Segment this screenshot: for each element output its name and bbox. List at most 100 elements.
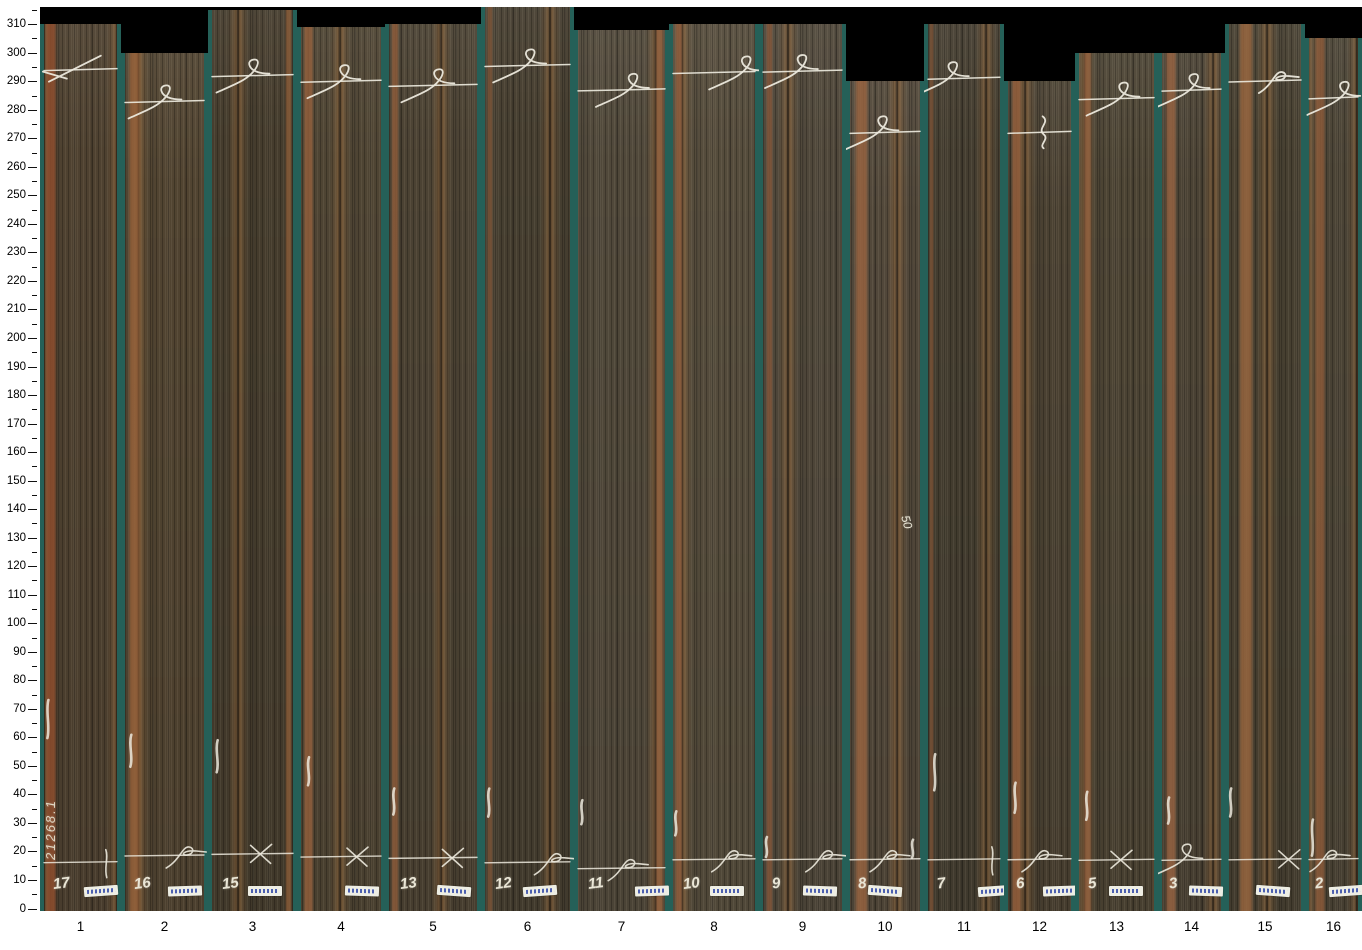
depth-tick-major [28, 851, 37, 853]
depth-tick-minor [32, 580, 37, 582]
depth-tick-major [28, 452, 37, 454]
wood-accent-band [654, 29, 664, 911]
core-photo [301, 27, 381, 911]
depth-tick-minor [32, 380, 37, 382]
depth-tick-major [28, 81, 37, 83]
core-lane-4 [297, 27, 385, 911]
depth-tick-major [28, 822, 37, 824]
depth-tick-label: 130 [6, 531, 26, 544]
wood-accent-band [486, 7, 493, 911]
core-lane-14: 3 [1158, 52, 1225, 911]
column-number-label: 8 [710, 919, 718, 934]
core-photo [850, 81, 920, 911]
handwritten-core-id: 21268.1 [43, 799, 58, 861]
depth-tick-label: 180 [6, 389, 26, 402]
depth-tick-major [28, 309, 37, 311]
depth-tick-major [28, 223, 37, 225]
core-lane-8: 10 [669, 24, 759, 911]
sample-label-sticker [168, 885, 203, 897]
wood-accent-band [1313, 38, 1326, 911]
handwritten-segment-number: 13 [398, 873, 418, 893]
depth-tick-minor [32, 238, 37, 240]
depth-tick-label: 120 [6, 560, 26, 573]
depth-tick-label: 290 [6, 75, 26, 88]
depth-tick-minor [32, 865, 37, 867]
depth-tick-major [28, 708, 37, 710]
column-number-label: 16 [1325, 919, 1342, 934]
depth-tick-major [28, 765, 37, 767]
depth-tick-minor [32, 323, 37, 325]
column-number-label: 15 [1257, 919, 1273, 934]
depth-tick-major [28, 195, 37, 197]
depth-tick-label: 50 [13, 759, 26, 772]
wood-accent-band [284, 9, 292, 911]
depth-tick-major [28, 794, 37, 796]
column-number-label: 11 [956, 919, 971, 934]
wood-accent-band [854, 81, 870, 911]
core-photo [212, 9, 293, 911]
depth-tick-major [28, 138, 37, 140]
core-photo [1229, 24, 1301, 911]
depth-tick-label: 300 [6, 46, 26, 59]
handwritten-segment-number: 15 [220, 873, 240, 893]
depth-tick-major [28, 52, 37, 54]
core-lane-7: 11 [574, 29, 669, 911]
column-number-label: 14 [1183, 919, 1200, 934]
depth-tick-major [28, 537, 37, 539]
depth-tick-major [28, 366, 37, 368]
core-lane-13: 5 [1075, 52, 1158, 911]
depth-tick-label: 100 [6, 617, 26, 630]
depth-tick-major [28, 879, 37, 881]
depth-tick-label: 110 [7, 588, 26, 601]
sample-label-sticker [248, 886, 283, 897]
sample-label-sticker [344, 885, 380, 897]
column-number-label: 5 [429, 919, 437, 934]
wood-accent-band [929, 24, 935, 911]
depth-tick-label: 40 [13, 788, 26, 801]
column-number-label: 1 [76, 919, 85, 934]
core-photo [1079, 52, 1154, 911]
sample-label-sticker [802, 885, 837, 897]
depth-tick-label: 90 [13, 645, 26, 658]
depth-tick-minor [32, 124, 37, 126]
handwritten-segment-number: 17 [51, 873, 71, 893]
wood-accent-band [675, 24, 684, 911]
wood-accent-band [1238, 24, 1255, 911]
sample-label-sticker [1042, 885, 1077, 897]
depth-tick-label: 260 [6, 160, 26, 173]
column-number-label: 9 [798, 919, 807, 934]
wood-accent-band [303, 27, 315, 911]
wood-accent-band [1164, 52, 1177, 911]
handwritten-segment-number: 10 [681, 873, 701, 893]
depth-tick-minor [32, 209, 37, 211]
core-lane-10: 8 50 [846, 81, 924, 911]
depth-tick-label: 200 [6, 331, 26, 344]
depth-tick-label: 160 [6, 446, 26, 459]
core-lane-1: 17 21268.1 [40, 24, 121, 911]
wood-accent-band [390, 24, 399, 911]
core-photo [1008, 81, 1071, 911]
wood-accent-band [128, 52, 142, 911]
depth-tick-major [28, 252, 37, 254]
core-photo [1162, 52, 1221, 911]
depth-tick-minor [32, 352, 37, 354]
column-number-label: 6 [523, 919, 532, 934]
column-number-label: 12 [1031, 919, 1048, 934]
core-photo [125, 52, 204, 911]
handwritten-segment-number: 2 [1313, 874, 1325, 893]
depth-tick-minor [32, 694, 37, 696]
column-number-label: 3 [248, 919, 257, 934]
core-lane-2: 16 [121, 52, 208, 911]
depth-tick-major [28, 623, 37, 625]
core-lane-12: 6 [1004, 81, 1077, 911]
depth-tick-label: 170 [6, 417, 26, 430]
wood-accent-band [1011, 81, 1023, 911]
core-photo [485, 7, 570, 911]
depth-tick-label: 80 [13, 674, 26, 687]
depth-tick-major [28, 651, 37, 653]
sample-label-sticker [709, 886, 744, 897]
handwritten-segment-number: 6 [1014, 874, 1025, 893]
depth-tick-label: 210 [6, 303, 26, 316]
core-lane-5: 13 [385, 24, 481, 911]
core-photo [673, 24, 755, 911]
